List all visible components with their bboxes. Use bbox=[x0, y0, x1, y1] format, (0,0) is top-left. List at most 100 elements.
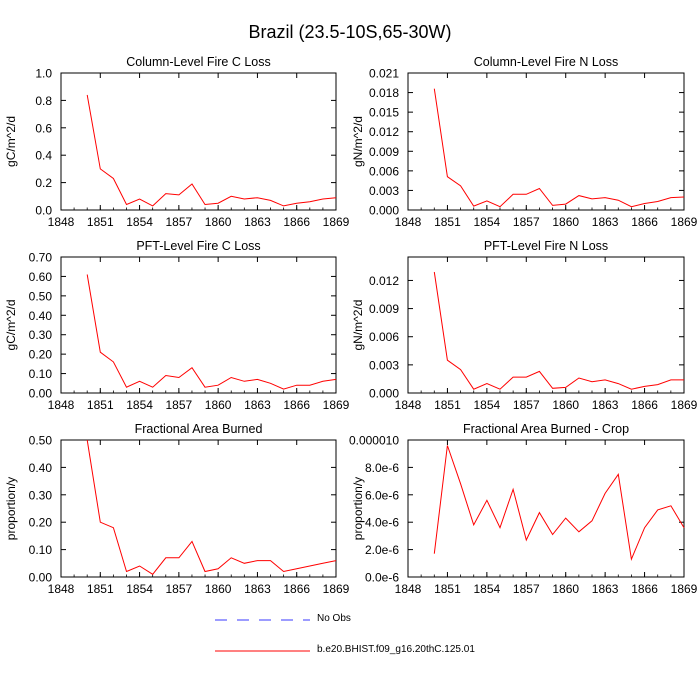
x-tick-label: 1863 bbox=[244, 398, 271, 412]
chart-title: PFT-Level Fire C Loss bbox=[136, 239, 260, 253]
y-tick-label: 0.8 bbox=[35, 94, 52, 108]
x-tick-label: 1869 bbox=[323, 215, 350, 229]
x-tick-label: 1848 bbox=[395, 582, 422, 596]
y-axis-label: proportion/y bbox=[4, 477, 18, 540]
legend-label-model-run: b.e20.BHIST.f09_g16.20thC.125.01 bbox=[317, 644, 475, 655]
plot-frame bbox=[60, 439, 337, 578]
y-axis-label: gN/m^2/d bbox=[351, 116, 365, 167]
y-tick-label: 6.0e-6 bbox=[365, 488, 399, 502]
y-axis-label: gC/m^2/d bbox=[4, 116, 18, 167]
x-tick-label: 1860 bbox=[205, 215, 232, 229]
x-tick-label: 1869 bbox=[323, 398, 350, 412]
x-tick-label: 1848 bbox=[48, 582, 75, 596]
y-tick-label: 0.60 bbox=[29, 270, 53, 284]
page-title: Brazil (23.5-10S,65-30W) bbox=[248, 22, 452, 42]
x-tick-label: 1854 bbox=[126, 398, 153, 412]
x-tick-label: 1851 bbox=[87, 398, 114, 412]
y-tick-label: 0.012 bbox=[369, 125, 399, 139]
y-tick-label: 0.50 bbox=[29, 289, 53, 303]
chart-title: Column-Level Fire N Loss bbox=[474, 55, 619, 69]
x-tick-label: 1854 bbox=[474, 398, 501, 412]
plot-frame bbox=[407, 256, 685, 394]
y-tick-label: 0.40 bbox=[29, 309, 53, 323]
y-tick-label: 0.006 bbox=[369, 164, 399, 178]
x-tick-label: 1851 bbox=[87, 582, 114, 596]
x-tick-label: 1869 bbox=[671, 398, 698, 412]
x-tick-label: 1854 bbox=[474, 582, 501, 596]
y-tick-label: 0.6 bbox=[35, 121, 52, 135]
x-tick-label: 1866 bbox=[283, 215, 310, 229]
x-tick-label: 1869 bbox=[671, 215, 698, 229]
x-tick-label: 1857 bbox=[166, 582, 193, 596]
series-line bbox=[86, 94, 337, 207]
y-tick-label: 0.20 bbox=[29, 516, 53, 530]
y-tick-label: 0.000 bbox=[369, 204, 399, 218]
y-tick-label: 0.012 bbox=[369, 274, 399, 288]
y-axis-label: proportion/y bbox=[351, 477, 365, 540]
x-tick-label: 1857 bbox=[513, 398, 540, 412]
chart-title: Fractional Area Burned - Crop bbox=[463, 422, 629, 436]
y-tick-label: 0.30 bbox=[29, 328, 53, 342]
x-tick-label: 1860 bbox=[552, 582, 579, 596]
y-tick-label: 0.4 bbox=[35, 149, 52, 163]
x-tick-label: 1857 bbox=[513, 582, 540, 596]
y-tick-label: 0.10 bbox=[29, 543, 53, 557]
chart-column-level-fire-c-loss: Column-Level Fire C Loss gC/m^2/d 1848 1851… bbox=[4, 55, 350, 229]
y-tick-label: 0.009 bbox=[369, 145, 399, 159]
y-tick-label: 0.40 bbox=[29, 461, 53, 475]
x-tick-label: 1851 bbox=[434, 582, 461, 596]
chart-pft-level-fire-n-loss: PFT-Level Fire N Loss gN/m^2/d 1848 1851 185… bbox=[351, 239, 698, 412]
y-tick-label: 0.000 bbox=[369, 387, 399, 401]
x-tick-label: 1863 bbox=[244, 582, 271, 596]
legend-swatch-solid bbox=[215, 650, 310, 652]
x-tick-label: 1848 bbox=[395, 215, 422, 229]
x-tick-label: 1857 bbox=[166, 215, 193, 229]
y-tick-label: 0.021 bbox=[369, 67, 399, 81]
x-tick-label: 1848 bbox=[48, 398, 75, 412]
plot-frame bbox=[407, 439, 685, 578]
legend-label-no-obs: No Obs bbox=[317, 613, 351, 624]
x-tick-label: 1851 bbox=[434, 215, 461, 229]
y-tick-label: 0.2 bbox=[35, 176, 52, 190]
series-line bbox=[433, 271, 684, 390]
x-tick-label: 1866 bbox=[283, 582, 310, 596]
x-tick-label: 1860 bbox=[205, 398, 232, 412]
y-tick-label: 2.0e-6 bbox=[365, 543, 399, 557]
series-line bbox=[86, 439, 337, 575]
chart-title: PFT-Level Fire N Loss bbox=[484, 239, 608, 253]
y-tick-label: 4.0e-6 bbox=[365, 516, 399, 530]
x-tick-label: 1851 bbox=[87, 215, 114, 229]
series-line bbox=[433, 88, 685, 208]
legend-swatch-dashed bbox=[215, 619, 310, 621]
x-tick-label: 1863 bbox=[244, 215, 271, 229]
x-tick-label: 1863 bbox=[592, 215, 619, 229]
x-tick-label: 1851 bbox=[434, 398, 461, 412]
y-tick-label: 0.003 bbox=[369, 184, 399, 198]
chart-title: Column-Level Fire C Loss bbox=[126, 55, 271, 69]
x-tick-label: 1866 bbox=[631, 582, 658, 596]
y-tick-label: 0.006 bbox=[369, 330, 399, 344]
y-tick-label: 0.0e-6 bbox=[365, 571, 399, 585]
y-tick-label: 8.0e-6 bbox=[365, 461, 399, 475]
y-tick-label: 0.000010 bbox=[349, 434, 399, 448]
y-tick-label: 0.70 bbox=[29, 251, 53, 265]
x-tick-label: 1857 bbox=[513, 215, 540, 229]
chart-fractional-area-burned: Fractional Area Burned proportion/y 1848 18… bbox=[4, 422, 350, 596]
x-tick-label: 1854 bbox=[126, 582, 153, 596]
x-tick-label: 1860 bbox=[205, 582, 232, 596]
y-tick-label: 0.10 bbox=[29, 367, 53, 381]
y-tick-label: 1.0 bbox=[35, 67, 52, 81]
plot-frame bbox=[407, 72, 685, 211]
y-tick-label: 0.0 bbox=[35, 204, 52, 218]
chart-fractional-area-burned-crop: Fractional Area Burned - Crop proportion/… bbox=[349, 422, 698, 596]
y-axis-label: gC/m^2/d bbox=[4, 300, 18, 351]
x-tick-label: 1854 bbox=[474, 215, 501, 229]
x-tick-label: 1857 bbox=[166, 398, 193, 412]
chart-pft-level-fire-c-loss: PFT-Level Fire C Loss gC/m^2/d 1848 1851 185… bbox=[4, 239, 350, 412]
x-tick-label: 1866 bbox=[631, 215, 658, 229]
series-line bbox=[433, 445, 685, 562]
plot-frame bbox=[60, 72, 337, 211]
y-tick-label: 0.00 bbox=[29, 387, 53, 401]
x-tick-label: 1848 bbox=[395, 398, 422, 412]
